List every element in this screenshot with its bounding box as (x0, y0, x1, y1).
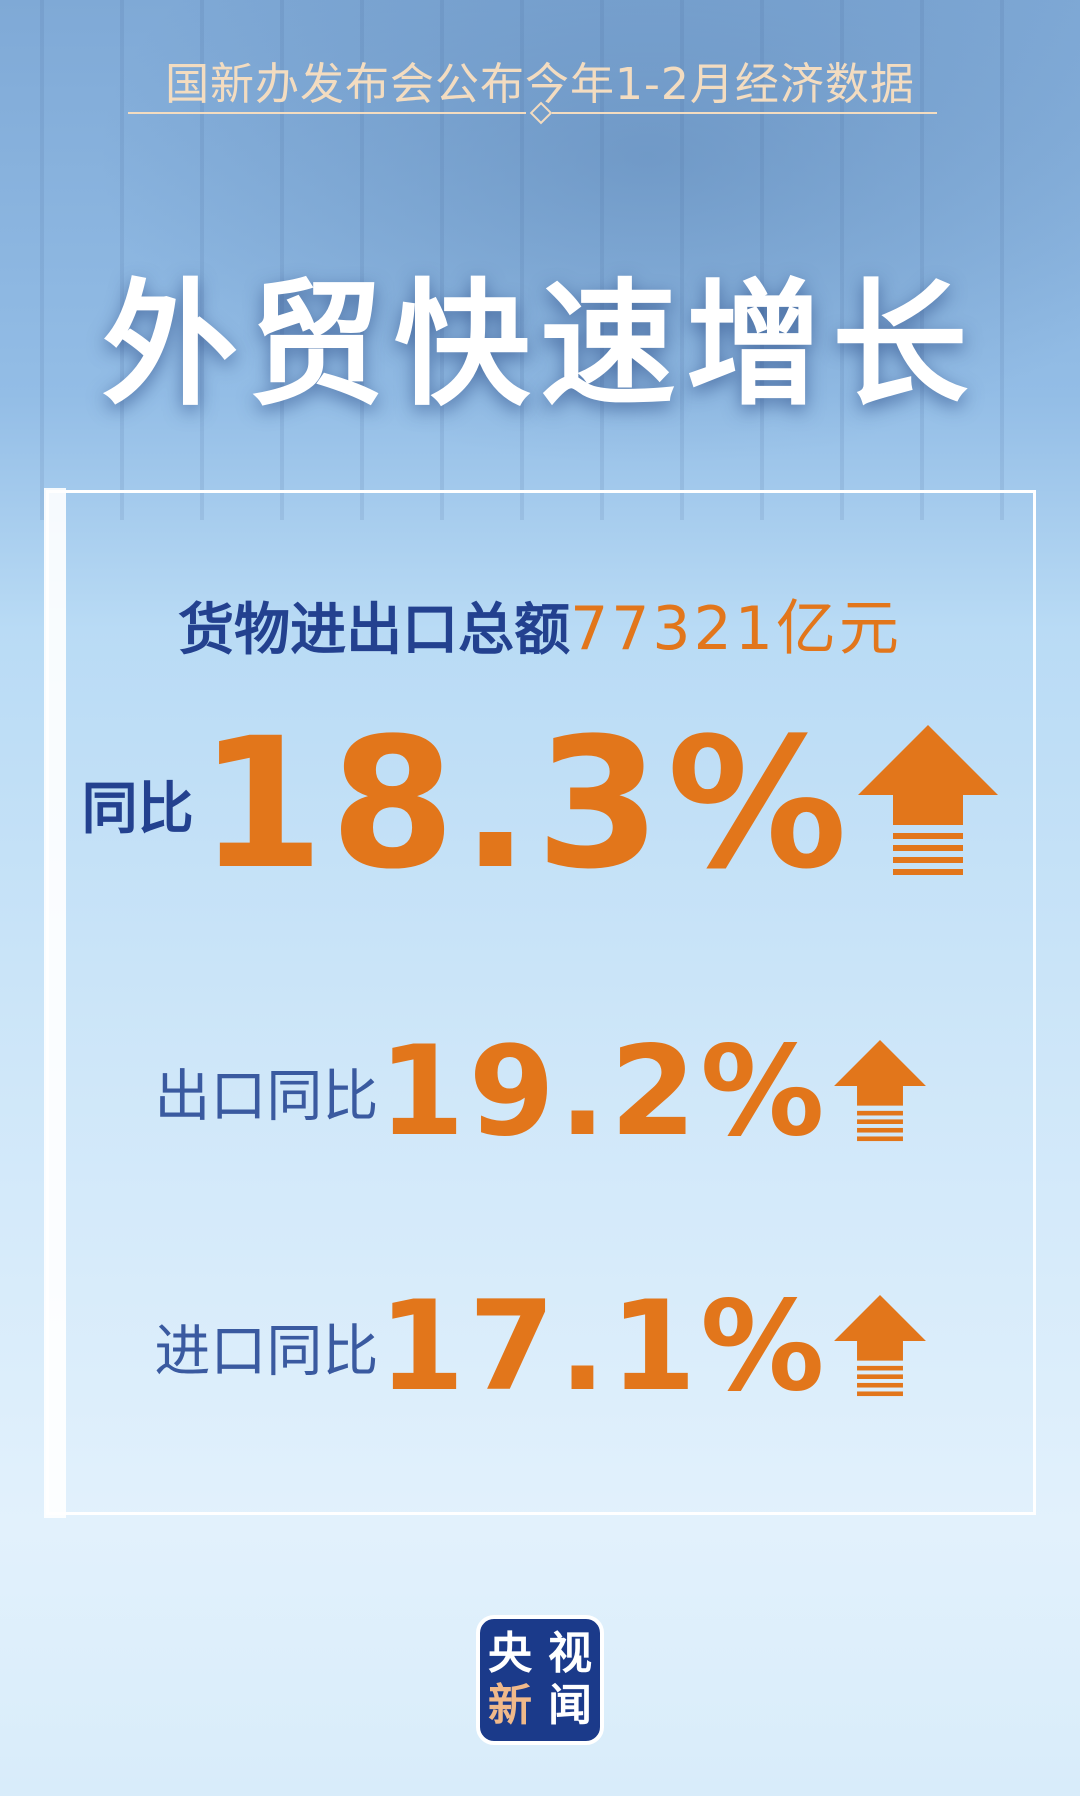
export-row: 出口同比19.2% (0, 1020, 1080, 1164)
export-value: 19.2% (378, 1020, 829, 1164)
import-label: 进口同比 (154, 1319, 379, 1385)
yoy-value: 18.3% (198, 700, 854, 909)
page-title: 外贸快速增长 (102, 267, 978, 425)
up-arrow-icon (833, 1039, 926, 1141)
subtitle: 国新办发布会公布今年1-2月经济数据 (165, 59, 915, 110)
cctv-news-logo: 央 视 新 闻 (476, 1615, 604, 1745)
card-accent (44, 488, 66, 1518)
subtitle-divider-left (128, 112, 526, 114)
logo-char: 闻 (548, 1680, 592, 1731)
import-value: 17.1% (378, 1275, 829, 1419)
logo-char: 新 (488, 1680, 532, 1731)
logo-char: 央 (488, 1628, 532, 1679)
import-row: 进口同比17.1% (0, 1275, 1080, 1419)
subtitle-divider-right (552, 112, 937, 114)
logo-char: 视 (548, 1628, 592, 1679)
export-label: 出口同比 (154, 1064, 379, 1130)
up-arrow-icon (833, 1294, 926, 1396)
yoy-label: 同比 (81, 777, 194, 842)
total-row: 货物进出口总额77321亿元 (0, 580, 1080, 667)
total-value: 77321亿元 (570, 594, 902, 664)
stats-card (46, 490, 1036, 1515)
up-arrow-icon (858, 724, 999, 875)
total-label: 货物进出口总额 (178, 598, 571, 663)
port-background-image (0, 0, 1080, 520)
yoy-row: 同比 18.3% (0, 700, 1080, 909)
